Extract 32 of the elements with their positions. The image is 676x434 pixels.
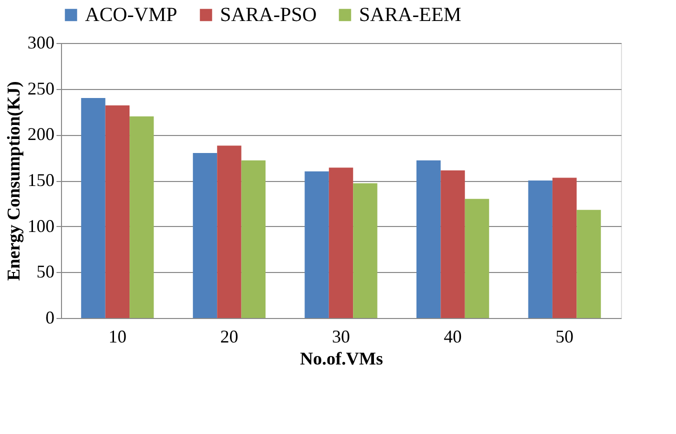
y-tick-label: 300 bbox=[28, 32, 54, 52]
bar bbox=[576, 210, 601, 318]
y-tick-label: 150 bbox=[28, 170, 54, 190]
x-tick-label: 20 bbox=[220, 326, 238, 346]
bar bbox=[416, 160, 441, 318]
y-tick-label: 50 bbox=[36, 262, 54, 282]
y-tick-label: 250 bbox=[28, 78, 54, 98]
legend-label: SARA-EEM bbox=[359, 4, 462, 26]
legend-label: SARA-PSO bbox=[220, 4, 317, 26]
bar bbox=[217, 146, 242, 318]
bar bbox=[528, 180, 552, 318]
y-axis-title: Energy Consumption(KJ) bbox=[4, 81, 24, 281]
bar bbox=[81, 98, 106, 318]
bar bbox=[241, 160, 266, 318]
bar bbox=[192, 153, 218, 318]
x-axis-title: No.of.VMs bbox=[300, 348, 383, 368]
bar bbox=[304, 171, 329, 318]
x-tick-label: 40 bbox=[444, 326, 462, 346]
x-tick-label: 10 bbox=[108, 326, 126, 346]
bar bbox=[464, 198, 490, 318]
bar bbox=[440, 170, 465, 318]
x-tick-label: 50 bbox=[556, 326, 574, 346]
x-tick-label: 30 bbox=[332, 326, 350, 346]
y-tick-label: 200 bbox=[28, 124, 54, 144]
y-tick-label: 0 bbox=[46, 308, 54, 328]
legend-label: ACO-VMP bbox=[85, 4, 178, 26]
y-tick-label: 100 bbox=[28, 216, 54, 236]
bar bbox=[105, 105, 130, 318]
bar bbox=[552, 178, 577, 318]
bar bbox=[353, 183, 378, 318]
bar bbox=[328, 168, 354, 318]
bar bbox=[130, 116, 154, 318]
